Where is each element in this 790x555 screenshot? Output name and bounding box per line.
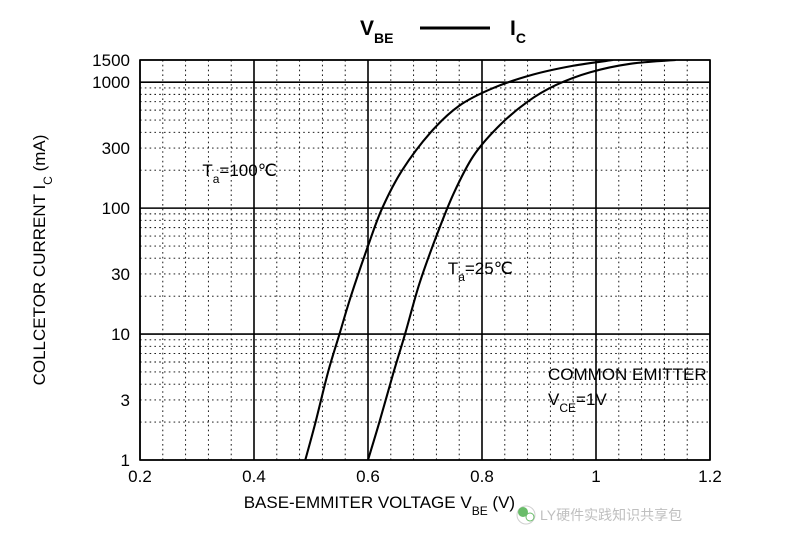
chart-legend: VBE <box>360 17 393 46</box>
x-tick-3: 0.8 <box>470 467 494 486</box>
plot-border <box>140 60 710 460</box>
transistor-vbe-ic-chart: Ta=100℃ Ta=25℃ 0.2 0.4 0.6 0.8 1 1.2 1 3 10 30 100 30… <box>0 0 790 555</box>
series-label-0: Ta=100℃ <box>202 161 276 186</box>
y-tick-2: 10 <box>111 325 130 344</box>
x-tick-2: 0.6 <box>356 467 380 486</box>
x-tick-0: 0.2 <box>128 467 152 486</box>
major-grid <box>140 60 710 460</box>
series-label-1: Ta=25℃ <box>448 259 513 284</box>
x-axis-label: BASE-EMMITER VOLTAGE VBE (V) <box>244 493 515 518</box>
y-tick-7: 1500 <box>92 51 130 70</box>
annot-common-emitter: COMMON EMITTER <box>548 365 707 384</box>
watermark: LY硬件实践知识共享包 <box>517 506 682 524</box>
y-tick-1: 3 <box>121 391 130 410</box>
x-tick-1: 0.4 <box>242 467 266 486</box>
y-tick-0: 1 <box>121 451 130 470</box>
y-tick-5: 300 <box>102 139 130 158</box>
y-tick-4: 100 <box>102 199 130 218</box>
y-tick-3: 30 <box>111 265 130 284</box>
chart-legend-i: IC <box>510 17 526 46</box>
annot-vce: VCE=1V <box>548 390 607 415</box>
y-axis-label: COLLCETOR CURRENT IC (mA) <box>30 135 55 386</box>
x-tick-4: 1 <box>591 467 600 486</box>
y-tick-6: 1000 <box>92 73 130 92</box>
minor-grid <box>140 60 710 460</box>
svg-text:LY硬件实践知识共享包: LY硬件实践知识共享包 <box>540 507 682 523</box>
x-tick-5: 1.2 <box>698 467 722 486</box>
